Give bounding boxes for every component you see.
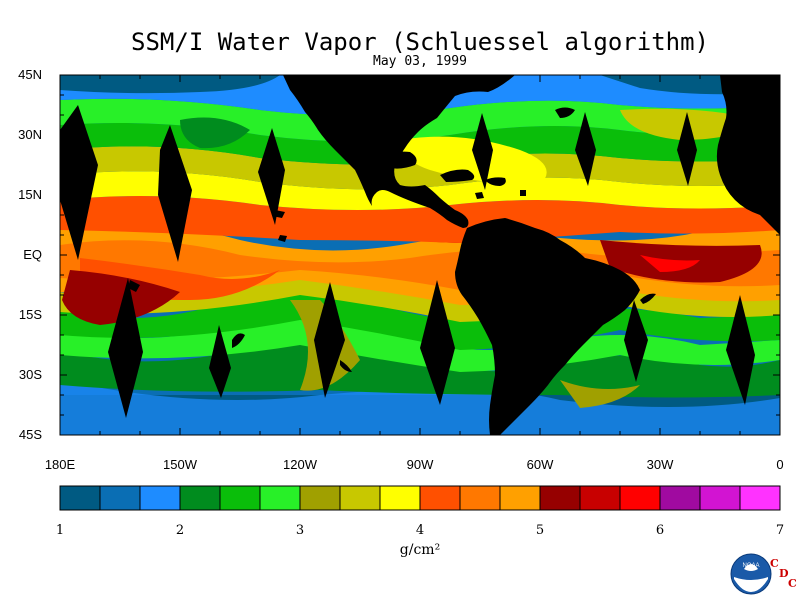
puerto-rico [520,190,526,196]
colorbar-swatch [540,486,581,510]
colorbar-swatch [420,486,461,510]
cuba [440,169,475,182]
colorbar-swatch [380,486,421,510]
lat-label: EQ [23,247,42,262]
vapor-band-south-blue [60,380,780,435]
pacific-island-3 [278,235,287,242]
colorbar-tick-label: 1 [55,523,65,538]
colorbar-tick-label: 2 [175,523,185,538]
colorbar-tick-label: 5 [535,523,545,538]
colorbar-swatch [60,486,101,510]
vapor-band-north-olive [60,146,780,190]
vapor-patch-yellow-caribbean [400,136,547,185]
colorbar-swatch [100,486,141,510]
colorbar-swatch [260,486,301,510]
hispaniola [485,177,506,186]
lon-label: 0 [776,457,784,472]
colorbar-tick-label: 3 [295,523,305,538]
colorbar-swatch [300,486,341,510]
colorbar-swatch [180,486,221,510]
pacific-island-4 [232,333,245,348]
vapor-band-south-darkgreen [60,340,780,398]
swath-gap-5 [575,112,596,186]
colorbar-swatch [580,486,621,510]
map-panel [60,75,780,435]
lon-label: 60W [526,457,554,472]
north-america [283,75,515,228]
colorbar-tick-label: 7 [775,523,785,538]
colorbar-unit-label: g/cm² [399,542,441,558]
lat-label: 15S [18,307,42,322]
cdc-letter-3: C [788,577,797,590]
swath-gap-6 [677,112,697,186]
south-america [455,218,640,435]
swath-gap-7 [108,278,143,418]
lon-label: 150W [163,457,197,472]
cdc-letter-2: D [779,567,789,580]
vapor-patch-darkred-west [62,270,180,325]
jamaica [475,192,484,199]
noaa-logo: NOAA [730,553,772,595]
colorbar-swatch [700,486,741,510]
colorbar-swatch [140,486,181,510]
colorbar-swatch [220,486,261,510]
swath-gap-3 [258,128,285,225]
vapor-patch-olive-2 [560,380,640,408]
atlantic-island [640,293,656,304]
map-date: May 03, 1999 [373,54,467,69]
colorbar-frame [59,485,781,511]
vapor-band-north-darkblue [60,75,280,94]
swath-gap-4 [472,113,493,190]
pacific-island-1 [128,280,140,292]
map-tick-marks [59,74,781,436]
colorbar-tick-label: 4 [415,523,425,538]
pacific-island-2 [272,210,285,218]
swath-gap-10 [420,280,455,405]
swath-gap-11 [624,300,648,382]
swath-gap-8 [209,325,231,398]
vapor-band-north-orange [60,196,780,243]
lat-label: 45S [18,427,42,442]
colorbar-swatch [620,486,661,510]
landmasses [128,75,780,435]
africa [716,75,780,235]
swath-gap-2 [158,125,192,262]
colorbar-swatch [740,486,781,510]
lon-label: 90W [406,457,434,472]
swath-gap-9 [314,282,345,398]
colorbar-swatch [460,486,501,510]
north-atlantic-island [555,107,575,118]
vapor-band-south-midgreen [60,291,780,350]
lat-label: 30S [18,367,42,382]
cdc-letter-1: C [770,557,779,570]
lon-label: 120W [283,457,317,472]
colorbar-swatch [500,486,541,510]
gulf-island [380,151,417,169]
lat-label: 45N [18,67,42,82]
pacific-island-5 [340,360,352,372]
colorbar-swatch [660,486,701,510]
colorbar-tick-label: 6 [655,523,665,538]
lat-label: 30N [18,127,42,142]
vapor-patch-brightred [640,255,700,272]
missing-data-swaths [60,105,755,418]
swath-gap-1 [60,105,98,260]
colorbar [59,485,781,511]
map-title: SSM/I Water Vapor (Schluessel algorithm) [131,28,709,56]
lon-label: 180E [44,457,76,472]
swath-gap-12 [726,295,755,405]
lat-label: 15N [18,187,42,202]
vapor-patch-darkgreen-pacific [180,117,250,149]
logo-emblem-text: NOAA [742,563,759,569]
lon-label: 30W [646,457,674,472]
colorbar-swatch [340,486,381,510]
